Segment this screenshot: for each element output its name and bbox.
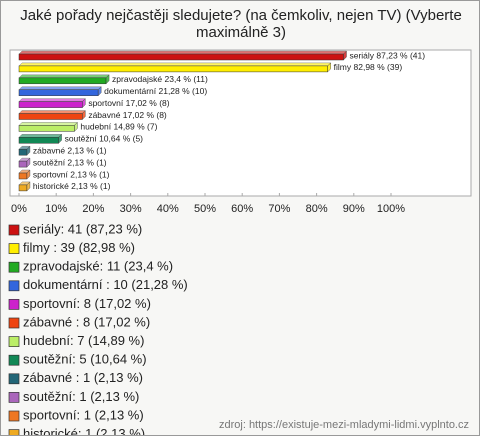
x-tick-label: 90% (343, 203, 365, 215)
chart-title: Jaké pořady nejčastěji sledujete? (na če… (20, 7, 462, 41)
legend-swatch (8, 280, 20, 292)
bar-top (18, 110, 86, 114)
legend-label: dokumentární : 10 (21,28 %) (23, 277, 188, 292)
bar-top (18, 86, 102, 90)
bar (18, 125, 75, 132)
bar-side (58, 133, 62, 144)
value-label: zábavné 2,13 % (1) (33, 145, 107, 155)
legend-swatch (8, 392, 20, 403)
legend-swatch (8, 243, 20, 254)
bar (18, 160, 28, 168)
bar-side (26, 157, 31, 168)
value-label: soutěžní 2,13 % (1) (33, 157, 107, 167)
bar (18, 53, 344, 61)
bar (18, 89, 99, 96)
legend-swatch (8, 261, 20, 273)
value-label: zpravodajské 23,4 % (11) (112, 74, 208, 84)
legend-label: soutěžní: 1 (2,13 %) (23, 389, 139, 404)
value-label: historické 2,13 % (1) (33, 181, 111, 191)
bar (18, 113, 83, 120)
legend-label: zpravodajské: 11 (23,4 %) (23, 259, 173, 274)
bar (18, 172, 28, 180)
bar-side (26, 181, 31, 192)
x-tick-label: 100% (377, 203, 405, 215)
value-label: seriály 87,23 % (41) (349, 50, 425, 60)
legend-swatch (8, 336, 20, 347)
bar-side (26, 169, 31, 180)
bar (18, 101, 83, 108)
legend-label: seriály: 41 (87,23 %) (23, 221, 142, 236)
x-tick-label: 80% (306, 203, 328, 215)
bar-side (26, 145, 31, 156)
x-tick-label: 50% (194, 203, 216, 215)
value-label: zábavné 17,02 % (8) (88, 110, 167, 120)
bar-side (74, 121, 78, 133)
bar-top (18, 134, 63, 138)
legend-swatch (8, 373, 20, 385)
bar-side (105, 74, 110, 85)
legend-label: historické: 1 (2,13 %) (23, 426, 145, 435)
legend-swatch (8, 224, 20, 236)
legend-label: zábavné : 1 (2,13 %) (23, 370, 143, 385)
value-label: filmy 82,98 % (39) (334, 62, 403, 72)
x-tick-label: 0% (11, 203, 27, 215)
x-tick-label: 20% (82, 203, 104, 215)
x-tick-label: 30% (120, 203, 142, 215)
value-label: soutěžní 10,64 % (5) (65, 134, 144, 144)
x-tick-label: 60% (231, 203, 253, 215)
legend-label: zábavné : 8 (17,02 %) (23, 314, 150, 329)
bar-top (18, 62, 332, 67)
bar-side (343, 50, 347, 61)
bar (18, 77, 107, 85)
source: zdroj: https://existuje-mezi-mladymi-lid… (219, 419, 469, 431)
bar (18, 184, 28, 192)
bar-side (327, 62, 331, 73)
bar-side (97, 86, 102, 97)
value-label: sportovní 17,02 % (8) (88, 98, 169, 108)
legend-swatch (8, 317, 20, 329)
legend-swatch (8, 354, 20, 366)
bar-top (18, 74, 110, 79)
x-tick-label: 70% (268, 203, 290, 215)
bar-side (82, 97, 86, 109)
legend-label: hudební: 7 (14,89 %) (23, 333, 144, 348)
legend-swatch (8, 410, 20, 422)
legend-label: sportovní: 1 (2,13 %) (23, 407, 144, 422)
bar-top (18, 98, 86, 102)
value-label: sportovní 2,13 % (1) (33, 169, 110, 179)
bar-top (18, 50, 348, 55)
legend-swatch (8, 429, 20, 435)
x-tick-label: 10% (45, 203, 67, 215)
value-label: dokumentární 21,28 % (10) (104, 86, 207, 96)
legend-label: filmy : 39 (82,98 %) (23, 240, 135, 255)
bar (18, 137, 59, 144)
bar (18, 148, 28, 156)
legend-swatch (8, 299, 20, 310)
legend-label: soutěžní: 5 (10,64 %) (23, 352, 147, 367)
value-label: hudební 14,89 % (7) (80, 122, 157, 132)
bar-side (82, 109, 86, 121)
plot-area (9, 49, 472, 197)
bar (18, 65, 328, 73)
x-tick-label: 40% (157, 203, 179, 215)
bar-top (18, 122, 78, 126)
legend-label: sportovní: 8 (17,02 %) (23, 296, 151, 311)
